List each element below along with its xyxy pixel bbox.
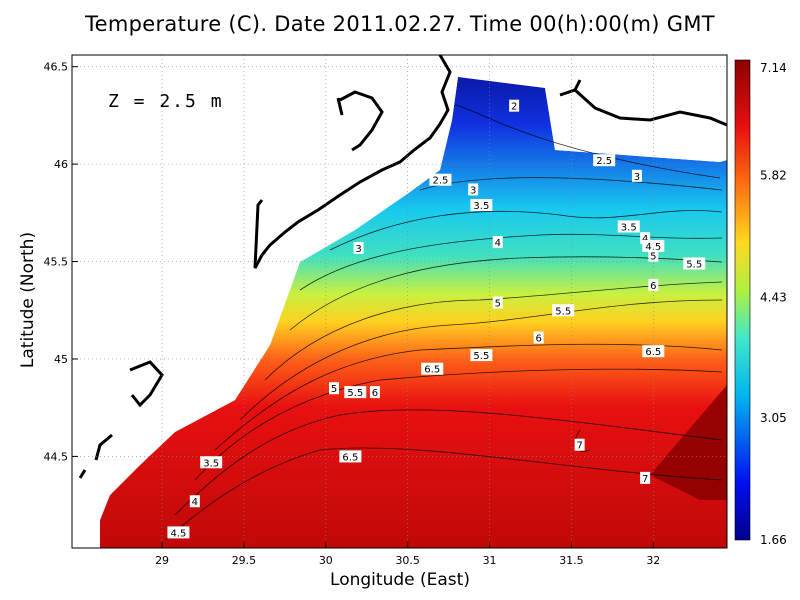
contour-label: 2.5 [596,156,612,167]
contour-label-box [574,438,585,451]
chart-title: Temperature (C). Date 2011.02.27. Time 0… [85,12,715,36]
contour-label: 3 [634,172,640,183]
contour-label-box [470,349,493,362]
colorbar-tick-label: 5.82 [760,169,787,183]
contour-label: 6 [536,334,542,345]
y-axis-label: Latitude (North) [18,231,38,369]
contour-label-box [167,526,190,539]
coastline [253,54,452,269]
contour-label: 2.5 [432,176,448,187]
contour-label: 3.5 [203,458,219,469]
x-tick-label: 31 [483,554,497,567]
colorbar-tick-label: 3.05 [760,411,787,425]
contour-label: 4.5 [170,528,186,539]
contour-label: 5.5 [473,351,489,362]
contour-label-box [492,236,503,249]
contour-label: 5 [331,384,337,395]
contour-label-box [552,304,575,317]
x-axis-label: Longitude (East) [330,570,470,590]
colorbar-tick-label: 4.43 [760,290,787,304]
contour-label-box [631,169,642,182]
contour-label-box [642,345,665,358]
contour-label: 6.5 [424,365,440,376]
y-tick-label: 44.5 [44,450,69,463]
contour-label: 3 [355,244,361,255]
contour-label-box [533,331,544,344]
contour-label: 5 [495,298,501,309]
contour-label: 3 [470,185,476,196]
contour-label: 3.5 [621,222,637,233]
contour-label: 4 [192,497,198,508]
contour-label-box [648,249,659,262]
y-tick-label: 45.5 [44,256,69,269]
x-tick-label: 30.5 [395,554,420,567]
contour-label-box [492,296,503,309]
contour-label-box [640,232,651,245]
y-axis: 44.5 45 45.5 46 46.5 [44,61,78,463]
x-tick-label: 29 [155,554,169,567]
contour-label-box [509,99,520,112]
contour-label-box [421,362,444,375]
contour-label: 6 [650,281,656,292]
coastline-south [78,360,164,479]
contour-label-box [200,456,223,469]
contour-label: 5 [650,252,656,263]
contour-label: 4.5 [645,242,661,253]
contour-label-box [470,199,493,212]
temperature-field [100,77,727,548]
contour-lines [164,104,723,541]
colorbar-tick-label: 1.66 [760,533,787,547]
x-tick-label: 29.5 [232,554,257,567]
north-land [545,55,727,162]
y-tick-label: 46 [54,158,68,171]
x-tick-label: 32 [646,554,660,567]
contour-label-box [429,173,452,186]
contour-label-box [329,382,339,395]
contour-label-box [617,220,640,233]
contour-label-box [468,183,479,196]
colorbar [734,59,751,541]
contour-label-box [189,495,200,508]
contour-label: 7 [576,441,582,452]
x-axis: 29 29.5 30 30.5 31 31.5 32 [155,542,660,567]
contour-label-box [369,386,380,399]
contour-label-box [353,241,364,254]
contour-label-box [640,471,651,484]
y-tick-label: 46.5 [44,61,69,74]
coastline-delta [336,90,384,152]
contour-label-box [593,154,616,167]
contour-label: 5.5 [555,306,571,317]
y-tick-label: 45 [54,353,68,366]
contour-labels: 22.52.5 333.533.544.5545.5655.566.55.56.5… [167,99,706,539]
contour-label-box [648,278,659,291]
contour-label: 5.5 [686,260,702,271]
depth-annotation: Z = 2.5 m [108,91,224,112]
contour-label: 4 [495,238,501,249]
contour-label: 6 [372,388,378,399]
land-area [72,55,458,548]
coastline-north [559,79,728,127]
contour-label-box [683,257,706,270]
contour-label: 2 [511,102,517,113]
contour-label: 4 [642,234,648,245]
contour-label: 3.5 [473,201,489,212]
x-tick-label: 30 [319,554,333,567]
contour-label: 7 [642,474,648,485]
contour-label: 6.5 [645,347,661,358]
x-tick-label: 31.5 [559,554,584,567]
contour-label: 5.5 [347,388,363,399]
colorbar-ticks: 7.14 5.82 4.43 3.05 1.66 [760,61,787,547]
contour-label-box [339,450,362,463]
contour-label-box [642,239,665,252]
contour-label-box [344,386,367,399]
contour-label: 6.5 [342,452,358,463]
warm-core [650,385,727,500]
plot-frame [71,54,728,549]
colorbar-tick-label: 7.14 [760,61,787,75]
